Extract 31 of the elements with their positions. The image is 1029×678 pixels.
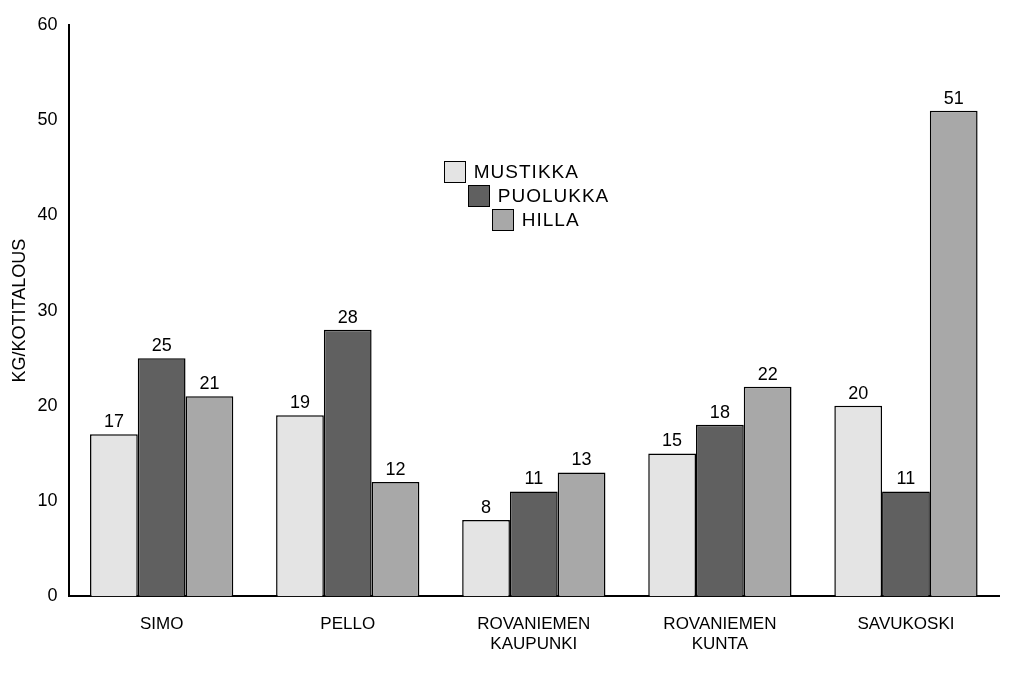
data-label: 13 — [571, 449, 592, 470]
data-label: 51 — [943, 87, 964, 108]
legend-label: HILLA — [521, 209, 580, 231]
data-label: 22 — [757, 363, 778, 384]
y-tick-label: 0 — [47, 585, 58, 606]
x-tick-label: ROVANIEMEN KAUPUNKI — [477, 614, 591, 654]
x-tick-label: SIMO — [139, 614, 184, 634]
x-tick-label: PELLO — [320, 614, 376, 634]
y-tick-label: 40 — [37, 204, 58, 225]
data-label: 25 — [151, 335, 172, 356]
x-tick-label: ROVANIEMEN KUNTA — [663, 614, 777, 654]
y-tick-label: 30 — [37, 299, 58, 320]
data-label: 18 — [709, 401, 730, 422]
data-label: 28 — [337, 306, 358, 327]
y-tick-label: 10 — [37, 489, 58, 510]
legend-label: PUOLUKKA — [497, 185, 610, 207]
data-label: 11 — [896, 468, 916, 489]
y-axis-title: KG/KOTITALOUS — [8, 238, 29, 383]
data-label: 21 — [199, 373, 220, 394]
data-label: 11 — [524, 468, 544, 489]
y-tick-label: 20 — [37, 394, 58, 415]
legend-label: MUSTIKKA — [473, 161, 579, 183]
data-label: 17 — [103, 411, 124, 432]
data-label: 12 — [385, 458, 406, 479]
data-label: 8 — [481, 497, 492, 518]
x-tick-label: SAVUKOSKI — [857, 614, 955, 634]
y-tick-label: 60 — [37, 13, 58, 34]
data-label: 15 — [662, 430, 683, 451]
data-label: 19 — [289, 392, 310, 413]
data-label: 20 — [848, 382, 869, 403]
y-tick-label: 50 — [37, 109, 58, 130]
